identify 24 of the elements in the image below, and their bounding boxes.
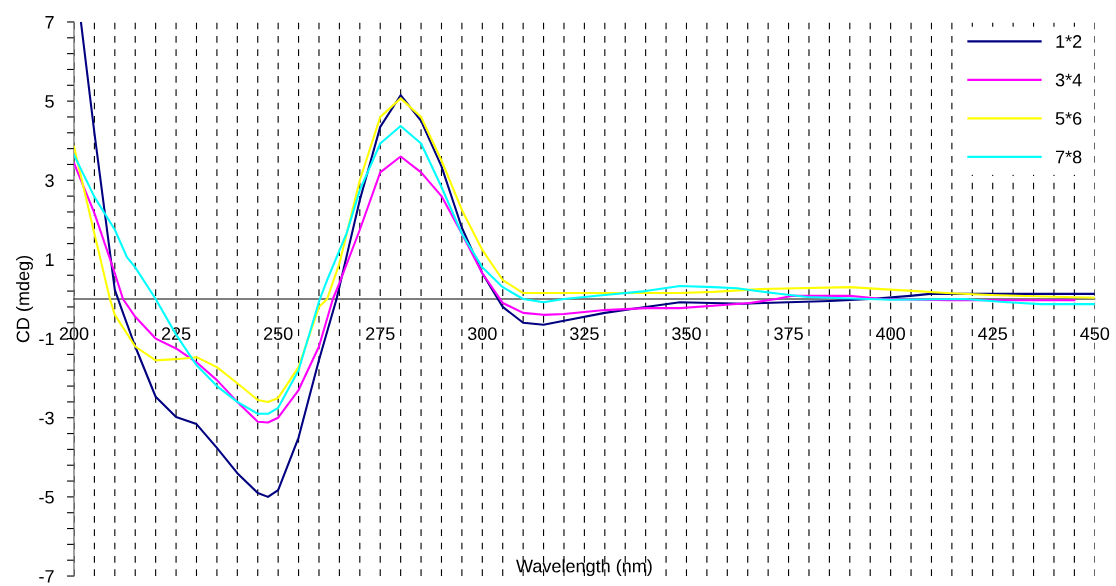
- legend-label: 5*6: [1055, 112, 1082, 125]
- y-tick-label: 3: [45, 174, 54, 187]
- x-tick-label: 425: [978, 327, 1008, 341]
- y-tick-label: -7: [39, 570, 54, 583]
- y-axis-title: CD (mdeg): [16, 255, 33, 343]
- y-tick-label: 5: [45, 95, 54, 108]
- x-tick-label: 300: [467, 327, 497, 341]
- x-tick-label: 350: [672, 327, 701, 341]
- y-tick-label: -3: [39, 411, 54, 425]
- x-tick-label: 400: [875, 327, 905, 341]
- y-tick-label: 1: [45, 253, 54, 266]
- legend-label: 1*2: [1056, 35, 1082, 48]
- legend-label: 3*4: [1055, 73, 1082, 87]
- y-tick-label: -5: [39, 491, 54, 504]
- y-tick-label: -1: [39, 332, 54, 346]
- x-tick-label: 275: [366, 327, 395, 341]
- x-tick-label: 200: [59, 327, 89, 341]
- x-axis-title: Wavelength (nm): [516, 559, 652, 577]
- legend-label: 7*8: [1055, 150, 1082, 164]
- x-tick-label: 250: [264, 327, 293, 341]
- x-tick-label: 375: [774, 327, 803, 341]
- x-tick-label: 450: [1080, 327, 1110, 341]
- x-tick-label: 325: [570, 327, 599, 341]
- y-tick-label: 7: [45, 16, 54, 29]
